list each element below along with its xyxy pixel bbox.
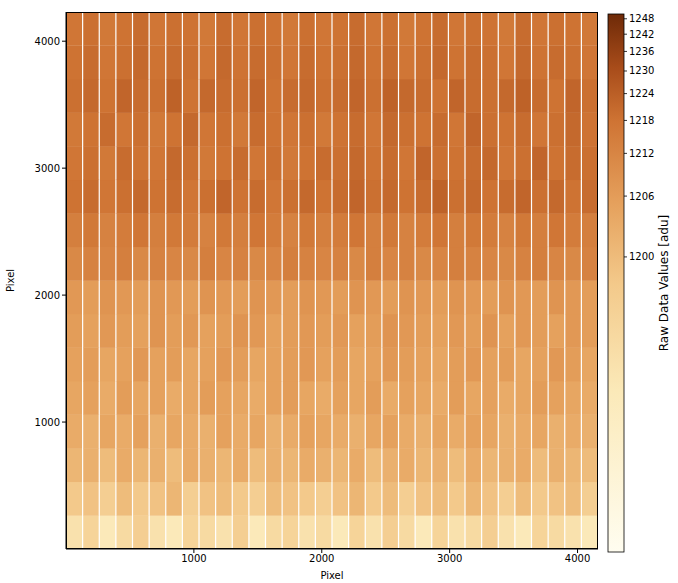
svg-text:1242: 1242 <box>629 29 654 40</box>
svg-text:1212: 1212 <box>629 148 654 159</box>
svg-text:1236: 1236 <box>629 46 654 57</box>
svg-text:4000: 4000 <box>565 553 590 564</box>
svg-text:Raw Data Values [adu]: Raw Data Values [adu] <box>657 215 671 351</box>
svg-text:Pixel: Pixel <box>5 269 16 292</box>
svg-text:1248: 1248 <box>629 13 654 24</box>
svg-text:1218: 1218 <box>629 115 654 126</box>
svg-text:1000: 1000 <box>181 553 206 564</box>
svg-text:1000: 1000 <box>35 417 60 428</box>
svg-text:3000: 3000 <box>35 163 60 174</box>
svg-text:1224: 1224 <box>629 88 654 99</box>
svg-text:2000: 2000 <box>309 553 334 564</box>
svg-text:1206: 1206 <box>629 191 654 202</box>
svg-text:1230: 1230 <box>629 65 654 76</box>
svg-text:1200: 1200 <box>629 251 654 262</box>
svg-text:4000: 4000 <box>35 36 60 47</box>
svg-text:2000: 2000 <box>35 290 60 301</box>
svg-text:Pixel: Pixel <box>320 570 343 581</box>
svg-text:3000: 3000 <box>437 553 462 564</box>
